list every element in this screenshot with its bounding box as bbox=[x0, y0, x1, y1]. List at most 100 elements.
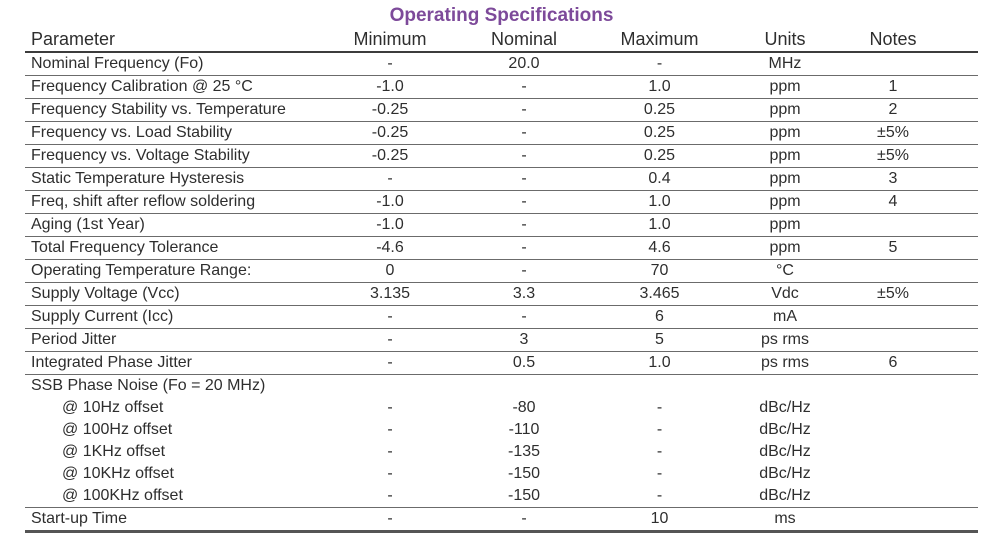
maximum-cell: - bbox=[656, 465, 663, 482]
minimum-cell bbox=[325, 375, 455, 398]
notes-cell bbox=[844, 259, 978, 283]
maximum-cell bbox=[593, 375, 726, 398]
nominal-cell: -150 bbox=[507, 465, 541, 482]
table-row: Period Jitter - 3 5 ps rms bbox=[25, 328, 978, 352]
notes-cell: 6 bbox=[844, 351, 978, 375]
notes-cell: ±5% bbox=[844, 144, 978, 168]
parameter-cell: Frequency Stability vs. Temperature bbox=[25, 98, 325, 122]
table-row: Supply Voltage (Vcc) 3.135 3.3 3.465 Vdc… bbox=[25, 282, 978, 306]
units-cell bbox=[726, 375, 844, 398]
maximum-cell: 0.25 bbox=[593, 121, 726, 145]
minimum-cell: - bbox=[387, 399, 393, 416]
header-maximum: Maximum bbox=[593, 28, 726, 53]
table-row: @ 100KHz offset - -150 - dBc/Hz bbox=[25, 485, 978, 508]
minimum-cell: - bbox=[387, 465, 393, 482]
units-cell: dBc/Hz bbox=[759, 421, 811, 438]
table-row: Static Temperature Hysteresis - - 0.4 pp… bbox=[25, 167, 978, 191]
parameter-cell: @ 100Hz offset bbox=[62, 421, 173, 438]
minimum-cell: -0.25 bbox=[325, 121, 455, 145]
units-cell: ms bbox=[726, 507, 844, 533]
parameter-cell: Aging (1st Year) bbox=[25, 213, 325, 237]
parameter-cell: Integrated Phase Jitter bbox=[25, 351, 325, 375]
table-row: @ 10KHz offset - -150 - dBc/Hz bbox=[25, 463, 978, 485]
notes-cell bbox=[844, 397, 978, 419]
units-cell: dBc/Hz bbox=[759, 399, 811, 416]
header-units: Units bbox=[726, 28, 844, 53]
nominal-cell: - bbox=[455, 190, 593, 214]
nominal-cell: - bbox=[455, 236, 593, 260]
notes-cell: 1 bbox=[844, 75, 978, 99]
nominal-cell: -150 bbox=[455, 485, 593, 508]
parameter-cell: Frequency vs. Load Stability bbox=[25, 121, 325, 145]
units-cell: dBc/Hz bbox=[759, 443, 811, 460]
parameter-cell: Supply Voltage (Vcc) bbox=[25, 282, 325, 306]
maximum-cell: - bbox=[656, 443, 663, 460]
table-body: Nominal Frequency (Fo) - 20.0 - MHz Freq… bbox=[25, 52, 978, 533]
parameter-cell: Supply Current (Icc) bbox=[25, 305, 325, 329]
nominal-cell: 3.3 bbox=[455, 282, 593, 306]
units-cell: ppm bbox=[726, 144, 844, 168]
units-cell: ppm bbox=[726, 190, 844, 214]
maximum-cell: - bbox=[593, 485, 726, 508]
units-cell: °C bbox=[726, 259, 844, 283]
units-cell: ps rms bbox=[726, 351, 844, 375]
units-cell: MHz bbox=[726, 52, 844, 76]
operating-specifications-table: Parameter Minimum Nominal Maximum Units … bbox=[25, 28, 978, 533]
notes-cell bbox=[844, 305, 978, 329]
header-nominal: Nominal bbox=[455, 28, 593, 53]
minimum-cell: - bbox=[325, 351, 455, 375]
minimum-cell: -1.0 bbox=[325, 75, 455, 99]
nominal-cell: 20.0 bbox=[455, 52, 593, 76]
minimum-cell: -4.6 bbox=[325, 236, 455, 260]
units-cell: ppm bbox=[726, 167, 844, 191]
table-row: Nominal Frequency (Fo) - 20.0 - MHz bbox=[25, 52, 978, 76]
table-row: @ 100Hz offset - -110 - dBc/Hz bbox=[25, 419, 978, 441]
nominal-cell: -110 bbox=[508, 421, 540, 438]
minimum-cell: 3.135 bbox=[325, 282, 455, 306]
notes-cell: 4 bbox=[844, 190, 978, 214]
maximum-cell: 6 bbox=[593, 305, 726, 329]
nominal-cell: 0.5 bbox=[455, 351, 593, 375]
parameter-cell: @ 10KHz offset bbox=[62, 465, 174, 482]
nominal-cell: -135 bbox=[507, 443, 541, 460]
parameter-cell: Nominal Frequency (Fo) bbox=[25, 52, 325, 76]
header-minimum: Minimum bbox=[325, 28, 455, 53]
units-cell: ppm bbox=[726, 98, 844, 122]
maximum-cell: 5 bbox=[593, 328, 726, 352]
minimum-cell: - bbox=[387, 443, 393, 460]
notes-cell: 5 bbox=[844, 236, 978, 260]
maximum-cell: - bbox=[593, 52, 726, 76]
table-row: Operating Temperature Range: 0 - 70 °C bbox=[25, 259, 978, 283]
nominal-cell: - bbox=[455, 507, 593, 533]
table-row: @ 10Hz offset - -80 - dBc/Hz bbox=[25, 397, 978, 419]
units-cell: ppm bbox=[726, 213, 844, 237]
nominal-cell: -80 bbox=[512, 399, 536, 416]
units-cell: dBc/Hz bbox=[726, 485, 844, 508]
minimum-cell: - bbox=[325, 507, 455, 533]
table-row: Aging (1st Year) -1.0 - 1.0 ppm bbox=[25, 213, 978, 237]
minimum-cell: -0.25 bbox=[325, 98, 455, 122]
nominal-cell: - bbox=[455, 98, 593, 122]
parameter-cell: Operating Temperature Range: bbox=[25, 259, 325, 283]
maximum-cell: 1.0 bbox=[593, 75, 726, 99]
page-title: Operating Specifications bbox=[389, 5, 614, 26]
maximum-cell: 0.25 bbox=[593, 144, 726, 168]
table-row: Supply Current (Icc) - - 6 mA bbox=[25, 305, 978, 329]
units-cell: ppm bbox=[726, 121, 844, 145]
nominal-cell bbox=[455, 375, 593, 398]
minimum-cell: -1.0 bbox=[325, 190, 455, 214]
operating-specifications-page: Operating Specifications Parameter Minim… bbox=[0, 4, 989, 533]
nominal-cell: - bbox=[455, 144, 593, 168]
units-cell: ppm bbox=[726, 75, 844, 99]
parameter-cell: Frequency Calibration @ 25 °C bbox=[25, 75, 325, 99]
units-cell: ps rms bbox=[726, 328, 844, 352]
notes-cell bbox=[844, 52, 978, 76]
minimum-cell: - bbox=[325, 328, 455, 352]
table-header: Parameter Minimum Nominal Maximum Units … bbox=[25, 28, 978, 53]
maximum-cell: 1.0 bbox=[593, 351, 726, 375]
parameter-cell: SSB Phase Noise (Fo = 20 MHz) bbox=[31, 377, 266, 394]
table-row: Freq, shift after reflow soldering -1.0 … bbox=[25, 190, 978, 214]
table-row: Frequency Calibration @ 25 °C -1.0 - 1.0… bbox=[25, 75, 978, 99]
nominal-cell: - bbox=[455, 213, 593, 237]
notes-cell bbox=[844, 213, 978, 237]
